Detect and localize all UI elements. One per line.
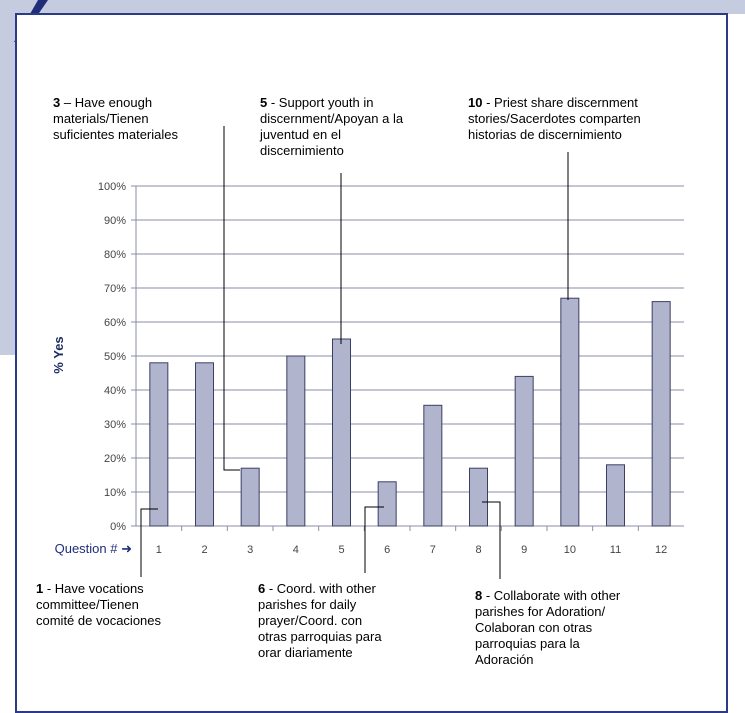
annotation-text-line: comité de vocaciones xyxy=(36,613,162,628)
annotation-text-line: parishes for Adoration/ xyxy=(475,604,606,619)
annotation-text: Have enough xyxy=(74,95,153,110)
annotation-first-line: 5 - Support youth in xyxy=(260,95,403,111)
y-tick-label: 30% xyxy=(104,419,126,431)
leader-line xyxy=(223,126,240,471)
y-tick-label: 80% xyxy=(104,249,126,261)
axes xyxy=(131,185,684,531)
annotation-q5: 5 - Support youth in discernment/Apoyan a… xyxy=(260,95,403,159)
annotation-text-line: discernment/Apoyan a la xyxy=(260,111,404,126)
annotation-text-line: Adoración xyxy=(475,652,534,667)
annotation-q3: 3 – Have enough materials/Tienen suficient… xyxy=(53,95,178,143)
annotation-text-line: Colaboran con otras xyxy=(475,620,593,635)
x-tick-label: 5 xyxy=(338,544,344,556)
separator: - xyxy=(482,95,495,110)
x-tick-label: 7 xyxy=(430,544,436,556)
annotation-q8: 8 - Collaborate with other parishes for A… xyxy=(475,588,620,668)
y-tick-label: 10% xyxy=(104,487,126,499)
y-tick-label: 0% xyxy=(110,521,126,533)
annotation-text-line: orar diariamente xyxy=(258,645,353,660)
x-tick-labels: 1 2 3 4 5 6 7 8 9 10 11 12 xyxy=(156,544,668,556)
bar-q12 xyxy=(651,301,671,527)
x-axis-prefix-label: Question # ➜ xyxy=(55,541,132,556)
y-tick-label: 70% xyxy=(104,283,126,295)
y-tick-label: 40% xyxy=(104,385,126,397)
chart-panel xyxy=(15,13,728,713)
separator: – xyxy=(60,95,75,110)
separator: - xyxy=(43,581,55,596)
x-tick-label: 1 xyxy=(156,544,162,556)
bars xyxy=(149,297,671,527)
y-tick-label: 100% xyxy=(98,181,126,193)
x-tick-label: 6 xyxy=(384,544,390,556)
x-tick-label: 10 xyxy=(564,544,576,556)
y-tick-label: 90% xyxy=(104,215,126,227)
y-tick-label: 60% xyxy=(104,317,126,329)
annotation-first-line: 6 - Coord. with other xyxy=(258,581,382,597)
annotation-text-line: prayer/Coord. con xyxy=(258,613,363,628)
bar-q11 xyxy=(606,464,625,527)
bar-q2 xyxy=(195,362,214,527)
bar-q7 xyxy=(423,404,443,527)
y-tick-label: 50% xyxy=(104,351,126,363)
annotation-q10: 10 - Priest share discernment stories/Sac… xyxy=(468,95,641,143)
header-band xyxy=(0,0,745,14)
annotation-text-line: materials/Tienen xyxy=(53,111,149,126)
annotation-text: Support youth in xyxy=(278,95,374,110)
separator: - xyxy=(267,95,279,110)
question-number: 3 xyxy=(53,95,61,110)
x-tick-label: 12 xyxy=(655,544,667,556)
bar-q8 xyxy=(469,467,488,527)
x-tick-label: 4 xyxy=(293,544,299,556)
bar-q10 xyxy=(560,297,580,527)
annotation-text-line: suficientes materiales xyxy=(53,127,178,142)
annotation-q6: 6 - Coord. with other parishes for daily p… xyxy=(258,581,382,661)
y-tick-label: 20% xyxy=(104,453,126,465)
separator: - xyxy=(265,581,277,596)
question-number: 5 xyxy=(260,95,268,110)
annotation-text-line: parroquias para la xyxy=(475,636,580,651)
x-tick-label: 11 xyxy=(610,544,621,556)
annotation-text-line: discernimiento xyxy=(260,143,344,158)
y-axis-label: % Yes xyxy=(51,336,66,373)
bar-q1 xyxy=(149,362,169,527)
x-tick-label: 9 xyxy=(521,544,527,556)
gridlines xyxy=(136,185,684,493)
annotation-first-line: 3 – Have enough xyxy=(53,95,178,111)
x-tick-label: 2 xyxy=(201,544,207,556)
annotation-q1: 1 - Have vocations committee/Tienen comité… xyxy=(36,581,161,629)
annotation-text-line: historias de discernimiento xyxy=(468,127,622,142)
annotation-leader-lines xyxy=(140,126,569,579)
annotation-text: Priest share discernment xyxy=(494,95,638,110)
question-number: 8 xyxy=(475,588,483,603)
annotation-first-line: 1 - Have vocations xyxy=(36,581,161,597)
bar-q9 xyxy=(514,375,534,527)
leader-line xyxy=(364,506,384,573)
annotation-text: Coord. with other xyxy=(276,581,376,596)
annotation-first-line: 10 - Priest share discernment xyxy=(468,95,641,111)
annotation-text-line: parishes for daily xyxy=(258,597,357,612)
question-number: 10 xyxy=(468,95,483,110)
annotation-text-line: juventud en el xyxy=(260,127,341,142)
question-number: 1 xyxy=(36,581,44,596)
annotation-text: Have vocations xyxy=(54,581,144,596)
annotation-first-line: 8 - Collaborate with other xyxy=(475,588,620,604)
bar-q5 xyxy=(332,338,351,527)
x-tick-label: 3 xyxy=(247,544,253,556)
annotation-text-line: otras parroquias para xyxy=(258,629,382,644)
bar-q4 xyxy=(286,355,306,527)
leader-line xyxy=(482,501,501,579)
bar-q3 xyxy=(240,467,260,527)
annotation-text-line: stories/Sacerdotes comparten xyxy=(468,111,641,126)
leader-line xyxy=(140,508,158,577)
x-tick-label: 8 xyxy=(475,544,481,556)
side-band xyxy=(0,0,16,355)
question-number: 6 xyxy=(258,581,266,596)
separator: - xyxy=(482,588,494,603)
y-tick-labels: 0% 10% 20% 30% 40% 50% 60% 70% 80% 90% 100% xyxy=(98,181,126,533)
annotation-text-line: committee/Tienen xyxy=(36,597,139,612)
annotation-text: Collaborate with other xyxy=(493,588,621,603)
bar-q6 xyxy=(377,481,397,527)
